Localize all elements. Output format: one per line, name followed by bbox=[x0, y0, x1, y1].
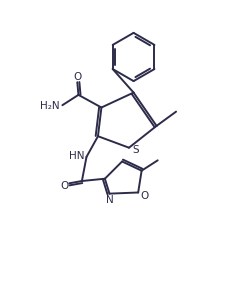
Text: N: N bbox=[106, 195, 113, 205]
Text: O: O bbox=[60, 181, 68, 190]
Text: O: O bbox=[141, 191, 149, 201]
Text: HN: HN bbox=[69, 151, 85, 161]
Text: S: S bbox=[132, 145, 139, 154]
Text: O: O bbox=[73, 72, 81, 82]
Text: H₂N: H₂N bbox=[40, 101, 59, 111]
